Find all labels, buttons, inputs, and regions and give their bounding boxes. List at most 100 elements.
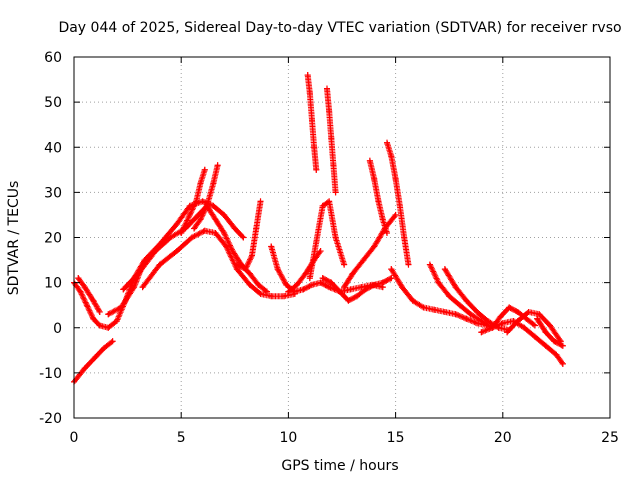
data-point — [214, 162, 221, 169]
series-markers-arc-17 — [384, 139, 412, 268]
tick-layer: 0 5 10 15 20 25 -20 -10 0 10 20 30 40 50 60 — [39, 50, 619, 446]
data-point — [210, 180, 217, 187]
data-point — [446, 293, 453, 300]
data-point — [559, 342, 566, 349]
data-point — [257, 198, 264, 205]
data-point — [311, 144, 318, 151]
data-point — [396, 202, 403, 209]
data-point — [409, 297, 416, 304]
data-point — [332, 234, 339, 241]
data-point — [212, 216, 219, 223]
data-point — [366, 157, 373, 164]
data-point — [371, 243, 378, 250]
data-point — [302, 270, 309, 277]
data-point — [452, 284, 459, 291]
series-arc-1 — [71, 338, 116, 385]
data-point — [328, 135, 335, 142]
x-tick-label: 20 — [494, 430, 512, 446]
data-point — [313, 166, 320, 173]
data-point — [551, 338, 558, 345]
data-point — [463, 297, 470, 304]
data-point — [197, 180, 204, 187]
data-point — [388, 153, 395, 160]
x-tick-label: 5 — [177, 430, 186, 446]
data-point — [193, 198, 200, 205]
data-point — [113, 317, 120, 324]
grid-layer — [74, 57, 610, 418]
data-point — [371, 281, 378, 288]
series-arc-23 — [478, 317, 566, 367]
data-point — [388, 266, 395, 273]
series-markers-arc-1 — [71, 338, 116, 385]
data-point — [521, 324, 528, 331]
data-point — [426, 261, 433, 268]
data-point — [268, 243, 275, 250]
data-point — [371, 175, 378, 182]
data-point — [317, 279, 324, 286]
data-point — [188, 234, 195, 241]
data-point — [201, 166, 208, 173]
data-point — [306, 90, 313, 97]
data-point — [246, 281, 253, 288]
data-point — [326, 284, 333, 291]
data-point — [246, 270, 253, 277]
data-point — [514, 317, 521, 324]
data-point — [304, 72, 311, 79]
data-point — [341, 284, 348, 291]
series-markers-arc-4 — [105, 198, 247, 318]
data-point — [81, 365, 88, 372]
data-point — [109, 338, 116, 345]
data-point — [341, 261, 348, 268]
data-point — [81, 284, 88, 291]
y-tick-label: 40 — [44, 140, 62, 156]
y-tick-label: 0 — [53, 321, 62, 337]
series-arc-18 — [341, 211, 399, 291]
data-point — [392, 175, 399, 182]
data-point — [268, 293, 275, 300]
data-point — [156, 261, 163, 268]
data-point — [525, 308, 532, 315]
x-tick-label: 15 — [387, 430, 405, 446]
y-tick-label: -20 — [39, 411, 62, 427]
data-point — [75, 275, 82, 282]
data-point — [281, 293, 288, 300]
data-point — [92, 354, 99, 361]
data-point — [392, 211, 399, 218]
series-markers-arc-25 — [534, 315, 566, 349]
data-point — [173, 220, 180, 227]
y-tick-label: 50 — [44, 95, 62, 111]
y-tick-label: -10 — [39, 366, 62, 382]
data-point — [96, 322, 103, 329]
data-point — [285, 288, 292, 295]
data-point — [474, 308, 481, 315]
data-point — [405, 261, 412, 268]
data-point — [152, 248, 159, 255]
data-point — [384, 139, 391, 146]
y-tick-label: 10 — [44, 276, 62, 292]
data-point — [375, 198, 382, 205]
x-tick-label: 0 — [70, 430, 79, 446]
data-point — [313, 239, 320, 246]
data-point — [300, 286, 307, 293]
series-markers-arc-19 — [388, 266, 491, 329]
data-point — [384, 229, 391, 236]
data-point — [178, 229, 185, 236]
data-point — [199, 198, 206, 205]
series-arc-9 — [233, 198, 264, 273]
series-arc-14 — [323, 85, 339, 196]
data-point — [323, 85, 330, 92]
series-arc-8 — [191, 162, 221, 232]
chart-title: Day 044 of 2025, Sidereal Day-to-day VTE… — [58, 20, 621, 36]
data-point — [514, 308, 521, 315]
data-point — [349, 270, 356, 277]
data-point — [379, 279, 386, 286]
data-point — [463, 315, 470, 322]
data-point — [497, 313, 504, 320]
series-arc-7 — [178, 166, 208, 236]
data-point — [135, 270, 142, 277]
x-axis-label: GPS time / hours — [281, 458, 398, 474]
series-arc-11 — [285, 248, 324, 295]
data-point — [435, 279, 442, 286]
